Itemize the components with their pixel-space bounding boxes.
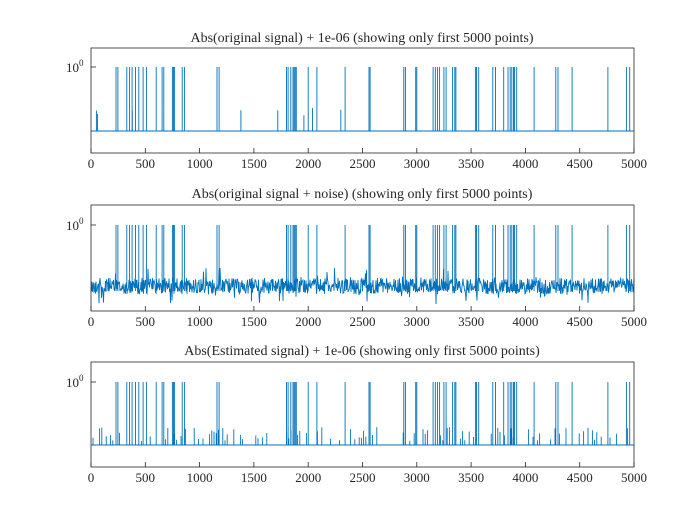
subplot-1-xtick-label: 2500 <box>350 156 376 171</box>
subplot-2-xtick-label: 1000 <box>187 314 213 329</box>
subplot-3-xtick-label: 4500 <box>567 470 593 485</box>
subplot-3-xtick-label: 1000 <box>187 470 213 485</box>
subplot-3-ytick-label: 100 <box>66 373 84 390</box>
subplot-3-xticks: 0 500 1000 1500 2000 2500 3000 3500 4000 4500 5000 <box>88 462 647 485</box>
subplot-2-xtick-label: 1500 <box>241 314 267 329</box>
subplot-3-xtick-label: 0 <box>88 470 95 485</box>
subplot-2-xtick-label: 500 <box>136 314 156 329</box>
subplot-2-xtick-label: 4000 <box>512 314 538 329</box>
subplot-3-ytick: 100 <box>66 373 96 390</box>
subplot-1-xtick-label: 1500 <box>241 156 267 171</box>
subplot-1-xtick-label: 4000 <box>512 156 538 171</box>
subplot-3-series-line <box>91 382 634 446</box>
subplot-3-title: Abs(Estimated signal) + 1e-06 (showing o… <box>184 344 540 359</box>
subplot-1-xticks: 0 500 1000 1500 2000 2500 3000 3500 4000 4500 5000 <box>88 148 647 171</box>
subplot-2-xtick-label: 2000 <box>295 314 321 329</box>
subplot-2-ytick-base: 10 <box>66 218 79 233</box>
subplot-1-ytick: 100 <box>66 58 96 75</box>
subplot-2-ytick: 100 <box>66 216 96 233</box>
subplot-2-xtick-label: 4500 <box>567 314 593 329</box>
subplot-1: Abs(original signal) + 1e-06 (showing on… <box>66 31 647 171</box>
subplot-2-xtick-label: 5000 <box>621 314 647 329</box>
subplot-1-xtick-label: 4500 <box>567 156 593 171</box>
subplot-3-data <box>91 382 634 446</box>
subplot-2: Abs(original signal + noise) (showing on… <box>66 187 647 329</box>
subplot-3-xtick-label: 5000 <box>621 470 647 485</box>
subplot-1-xtick-label: 1000 <box>187 156 213 171</box>
subplot-1-xtick-label: 5000 <box>621 156 647 171</box>
subplot-1-ytick-label: 100 <box>66 58 84 75</box>
subplot-1-data <box>91 67 634 132</box>
subplot-2-xtick-label: 0 <box>88 314 95 329</box>
subplot-3-ytick-base: 10 <box>66 375 79 390</box>
subplot-3: Abs(Estimated signal) + 1e-06 (showing o… <box>66 344 647 485</box>
subplot-3-xtick-label: 3000 <box>404 470 430 485</box>
subplot-1-xtick-label: 3500 <box>458 156 484 171</box>
subplot-2-series-line <box>90 225 635 305</box>
subplot-1-ytick-exp: 0 <box>79 58 84 68</box>
subplot-1-series-line <box>91 67 634 132</box>
subplot-2-data <box>90 225 635 305</box>
subplot-3-ytick-exp: 0 <box>79 373 84 383</box>
subplot-1-xtick-label: 2000 <box>295 156 321 171</box>
subplot-3-xtick-label: 2500 <box>350 470 376 485</box>
subplot-2-xtick-label: 2500 <box>350 314 376 329</box>
subplot-2-xtick-label: 3500 <box>458 314 484 329</box>
subplot-2-ytick-label: 100 <box>66 216 84 233</box>
subplot-2-xtick-label: 3000 <box>404 314 430 329</box>
subplot-3-xtick-label: 1500 <box>241 470 267 485</box>
subplot-1-xtick-label: 500 <box>136 156 156 171</box>
subplot-2-xticks: 0 500 1000 1500 2000 2500 3000 3500 4000 4500 5000 <box>88 306 647 329</box>
subplot-1-title: Abs(original signal) + 1e-06 (showing on… <box>190 31 533 46</box>
subplot-3-xtick-label: 500 <box>136 470 156 485</box>
subplot-1-xtick-label: 3000 <box>404 156 430 171</box>
subplot-2-title: Abs(original signal + noise) (showing on… <box>192 187 533 202</box>
subplot-1-ytick-base: 10 <box>66 60 79 75</box>
subplot-3-xtick-label: 4000 <box>512 470 538 485</box>
subplot-2-ytick-exp: 0 <box>79 216 84 226</box>
subplot-3-xtick-label: 2000 <box>295 470 321 485</box>
subplot-3-xtick-label: 3500 <box>458 470 484 485</box>
subplot-1-xtick-label: 0 <box>88 156 95 171</box>
